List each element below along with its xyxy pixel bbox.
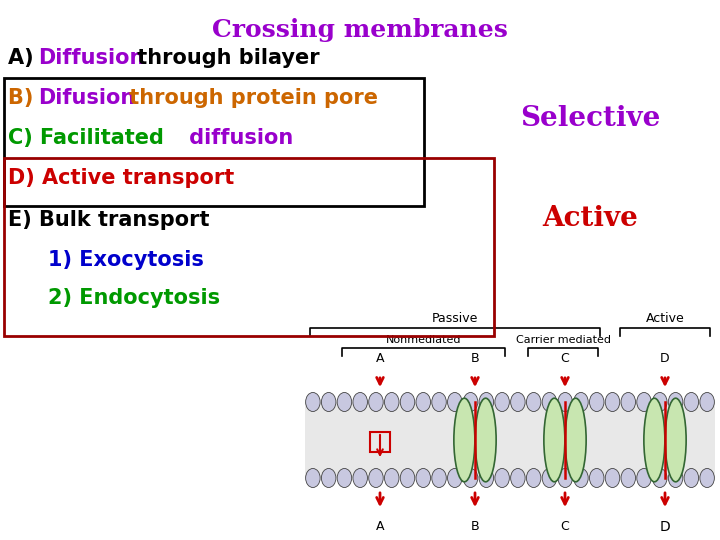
Text: through protein pore: through protein pore xyxy=(122,88,378,108)
Ellipse shape xyxy=(321,393,336,411)
Ellipse shape xyxy=(590,469,604,488)
Ellipse shape xyxy=(574,393,588,411)
Ellipse shape xyxy=(353,469,367,488)
Ellipse shape xyxy=(400,393,415,411)
Ellipse shape xyxy=(353,393,367,411)
Ellipse shape xyxy=(606,469,620,488)
Ellipse shape xyxy=(448,393,462,411)
Ellipse shape xyxy=(526,469,541,488)
Ellipse shape xyxy=(510,393,525,411)
Ellipse shape xyxy=(606,393,620,411)
Text: diffusion: diffusion xyxy=(182,128,293,148)
Text: C: C xyxy=(561,352,570,365)
Ellipse shape xyxy=(337,469,351,488)
Text: Nonmediated: Nonmediated xyxy=(386,335,462,345)
Ellipse shape xyxy=(644,398,665,482)
Ellipse shape xyxy=(574,469,588,488)
Bar xyxy=(4,158,494,336)
Ellipse shape xyxy=(337,393,351,411)
Ellipse shape xyxy=(369,393,383,411)
Ellipse shape xyxy=(684,469,698,488)
Ellipse shape xyxy=(495,469,509,488)
Text: Diffusion: Diffusion xyxy=(38,48,145,68)
Ellipse shape xyxy=(416,393,431,411)
Ellipse shape xyxy=(700,469,714,488)
Ellipse shape xyxy=(621,393,636,411)
Ellipse shape xyxy=(475,398,496,482)
Text: D) Active transport: D) Active transport xyxy=(8,168,234,188)
Ellipse shape xyxy=(636,469,652,488)
Bar xyxy=(305,402,715,478)
Ellipse shape xyxy=(700,393,714,411)
Text: B): B) xyxy=(8,88,40,108)
Ellipse shape xyxy=(558,469,572,488)
Ellipse shape xyxy=(369,469,383,488)
Text: Difusion: Difusion xyxy=(38,88,135,108)
Text: Active: Active xyxy=(646,312,685,325)
Text: A: A xyxy=(376,352,384,365)
Ellipse shape xyxy=(384,393,399,411)
Text: A: A xyxy=(376,520,384,533)
Text: D: D xyxy=(660,352,670,365)
Ellipse shape xyxy=(636,393,652,411)
Text: through bilayer: through bilayer xyxy=(130,48,320,68)
Ellipse shape xyxy=(432,393,446,411)
Ellipse shape xyxy=(464,469,478,488)
Ellipse shape xyxy=(621,469,636,488)
Ellipse shape xyxy=(510,469,525,488)
Ellipse shape xyxy=(652,393,667,411)
Ellipse shape xyxy=(544,398,565,482)
Ellipse shape xyxy=(479,469,494,488)
Ellipse shape xyxy=(668,469,683,488)
Ellipse shape xyxy=(464,393,478,411)
Bar xyxy=(4,78,424,206)
Ellipse shape xyxy=(305,393,320,411)
Text: C: C xyxy=(561,520,570,533)
Text: B: B xyxy=(471,520,480,533)
Ellipse shape xyxy=(526,393,541,411)
Ellipse shape xyxy=(558,393,572,411)
Ellipse shape xyxy=(479,393,494,411)
Ellipse shape xyxy=(542,469,557,488)
Text: B: B xyxy=(471,352,480,365)
Ellipse shape xyxy=(665,398,686,482)
Ellipse shape xyxy=(305,469,320,488)
Ellipse shape xyxy=(432,469,446,488)
Ellipse shape xyxy=(668,393,683,411)
Bar xyxy=(370,432,390,452)
Ellipse shape xyxy=(416,469,431,488)
Ellipse shape xyxy=(448,469,462,488)
Text: 1) Exocytosis: 1) Exocytosis xyxy=(48,250,204,270)
Ellipse shape xyxy=(495,393,509,411)
Ellipse shape xyxy=(400,469,415,488)
Text: Crossing membranes: Crossing membranes xyxy=(212,18,508,42)
Ellipse shape xyxy=(321,469,336,488)
Text: Active: Active xyxy=(542,205,638,232)
Ellipse shape xyxy=(384,469,399,488)
Ellipse shape xyxy=(590,393,604,411)
Text: A): A) xyxy=(8,48,41,68)
Ellipse shape xyxy=(565,398,586,482)
Ellipse shape xyxy=(652,469,667,488)
Text: Selective: Selective xyxy=(520,105,660,132)
Text: E) Bulk transport: E) Bulk transport xyxy=(8,210,210,230)
Ellipse shape xyxy=(542,393,557,411)
Ellipse shape xyxy=(454,398,475,482)
Ellipse shape xyxy=(684,393,698,411)
Text: Carrier mediated: Carrier mediated xyxy=(516,335,611,345)
Text: 2) Endocytosis: 2) Endocytosis xyxy=(48,288,220,308)
Text: D: D xyxy=(660,520,670,534)
Text: C) Facilitated: C) Facilitated xyxy=(8,128,164,148)
Text: Passive: Passive xyxy=(432,312,478,325)
